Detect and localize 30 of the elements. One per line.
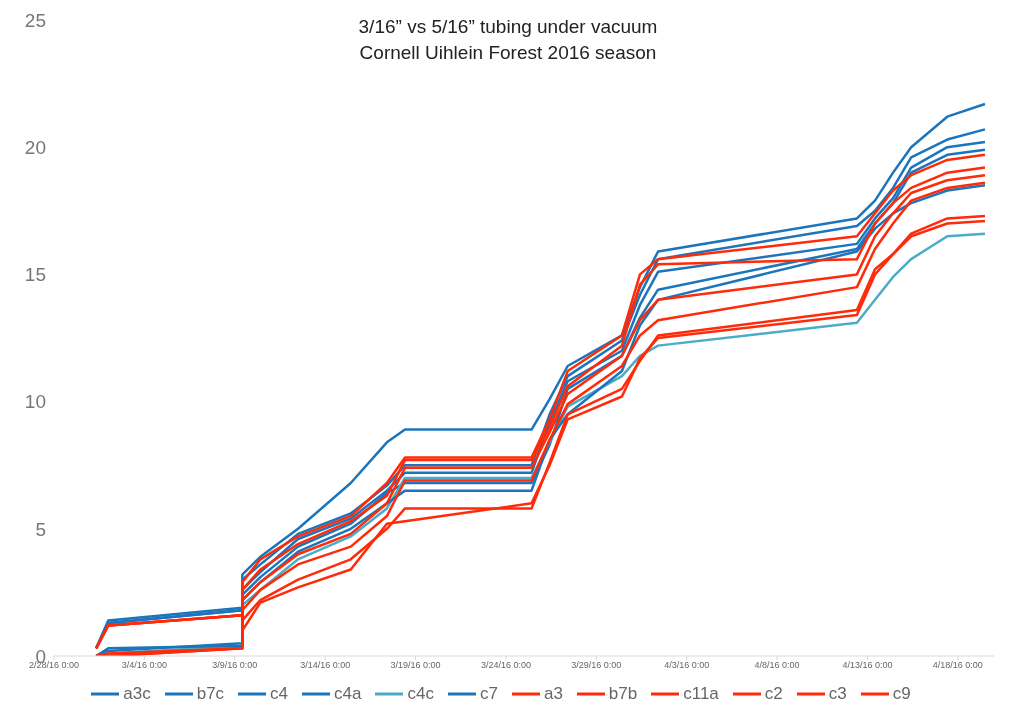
y-tick-label: 25 — [24, 9, 46, 31]
x-tick-label: 2/28/16 0:00 — [28, 660, 80, 671]
legend-label: a3 — [543, 684, 563, 704]
legend-label: c11a — [683, 684, 719, 704]
x-tick-label: 3/24/16 0:00 — [480, 660, 531, 671]
legend-label: c7 — [479, 684, 498, 704]
x-tick-label: 3/9/16 0:00 — [212, 660, 258, 671]
x-tick-label: 4/8/16 0:00 — [754, 660, 800, 671]
y-tick-label: 20 — [24, 136, 46, 158]
x-tick-label: 4/13/16 0:00 — [842, 660, 893, 671]
legend-label: c9 — [892, 684, 911, 704]
legend-label: c4a — [334, 684, 362, 704]
chart-title: 3/16” vs 5/16” tubing under vacuum — [358, 16, 658, 37]
x-tick-label: 3/29/16 0:00 — [571, 660, 622, 671]
text: Cornell Uihlein Forest 2016 season — [358, 41, 658, 65]
legend-label: c2 — [764, 684, 783, 704]
x-tick-label: 4/3/16 0:00 — [664, 660, 710, 671]
y-tick-label: 10 — [24, 391, 46, 413]
legend-label: b7b — [608, 684, 638, 704]
y-tick-label: 15 — [24, 264, 46, 286]
x-tick-label: 3/4/16 0:00 — [121, 660, 167, 671]
legend-label: c3 — [828, 684, 847, 704]
x-tick-label: 4/18/16 0:00 — [932, 660, 983, 671]
legend-label: c4c — [407, 684, 434, 704]
y-tick-label: 5 — [35, 518, 46, 540]
x-tick-label: 3/19/16 0:00 — [390, 660, 441, 671]
x-tick-label: 3/14/16 0:00 — [300, 660, 351, 671]
legend-label: c4 — [270, 684, 289, 704]
legend-label: b7c — [196, 684, 225, 704]
legend-label: a3c — [123, 684, 151, 704]
